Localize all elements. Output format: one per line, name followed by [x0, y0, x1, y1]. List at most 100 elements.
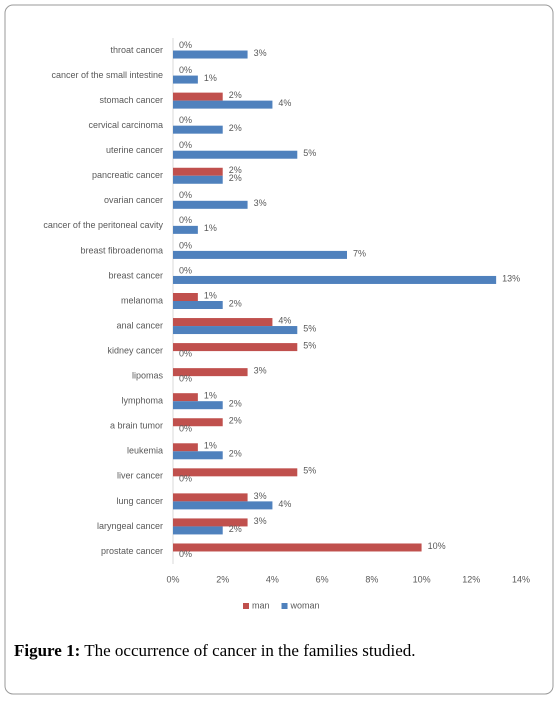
- data-label: 4%: [278, 499, 291, 509]
- bar: [173, 401, 223, 410]
- x-tick-label: 4%: [266, 574, 279, 584]
- y-tick-label: stomach cancer: [99, 95, 163, 105]
- data-label: 5%: [303, 148, 316, 158]
- bar: [173, 343, 298, 352]
- data-label: 13%: [502, 273, 520, 283]
- bar: [173, 493, 248, 502]
- y-tick-label: leukemia: [127, 446, 163, 456]
- bar: [173, 418, 223, 427]
- data-label: 4%: [278, 98, 291, 108]
- y-tick-label: lipomas: [132, 371, 164, 381]
- legend-label: woman: [290, 600, 320, 610]
- bar: [173, 125, 223, 134]
- y-tick-label: kidney cancer: [107, 345, 163, 355]
- y-tick-label: lung cancer: [116, 496, 163, 506]
- bar: [173, 92, 223, 101]
- data-label: 1%: [204, 290, 217, 300]
- bar: [173, 275, 497, 284]
- data-label: 4%: [278, 315, 291, 325]
- bar: [173, 468, 298, 477]
- data-label: 2%: [229, 165, 242, 175]
- data-label: 1%: [204, 223, 217, 233]
- bar: [173, 75, 198, 84]
- data-label: 0%: [179, 474, 192, 484]
- bar: [173, 50, 248, 59]
- bar: [173, 368, 248, 377]
- x-tick-label: 0%: [166, 574, 179, 584]
- bar: [173, 518, 248, 527]
- y-tick-label: ovarian cancer: [104, 195, 163, 205]
- y-tick-label: liver cancer: [117, 471, 163, 481]
- y-tick-label: uterine cancer: [106, 145, 163, 155]
- data-label: 0%: [179, 215, 192, 225]
- data-label: 0%: [179, 190, 192, 200]
- bar: [173, 175, 223, 184]
- caption-label: Figure 1:: [14, 641, 80, 660]
- data-label: 1%: [204, 73, 217, 83]
- data-label: 5%: [303, 466, 316, 476]
- bar: [173, 443, 198, 452]
- y-tick-label: throat cancer: [110, 45, 163, 55]
- data-label: 3%: [254, 198, 267, 208]
- bar: [173, 451, 223, 460]
- data-label: 0%: [179, 265, 192, 275]
- y-tick-label: lymphoma: [121, 396, 163, 406]
- data-label: 3%: [254, 366, 267, 376]
- data-label: 1%: [204, 441, 217, 451]
- data-label: 3%: [254, 48, 267, 58]
- y-tick-label: breast fibroadenoma: [80, 245, 163, 255]
- caption: Figure 1: The occurrence of cancer in th…: [14, 641, 416, 660]
- data-label: 3%: [254, 516, 267, 526]
- y-tick-label: breast cancer: [108, 270, 163, 280]
- data-label: 7%: [353, 248, 366, 258]
- x-tick-label: 10%: [413, 574, 431, 584]
- bar: [173, 225, 198, 234]
- x-tick-label: 6%: [316, 574, 329, 584]
- bar: [173, 250, 347, 259]
- data-label: 0%: [179, 549, 192, 559]
- y-tick-label: a brain tumor: [110, 421, 163, 431]
- bar: [173, 326, 298, 335]
- data-label: 2%: [229, 90, 242, 100]
- legend-label: man: [252, 600, 270, 610]
- bar: [173, 100, 273, 109]
- bar: [173, 301, 223, 309]
- data-label: 2%: [229, 449, 242, 459]
- data-label: 0%: [179, 65, 192, 75]
- y-tick-label: anal cancer: [116, 320, 163, 330]
- data-label: 2%: [229, 173, 242, 183]
- bar: [173, 393, 198, 402]
- y-tick-label: prostate cancer: [101, 546, 163, 556]
- bar: [173, 526, 223, 535]
- data-label: 2%: [229, 416, 242, 426]
- data-label: 0%: [179, 348, 192, 358]
- data-label: 1%: [204, 391, 217, 401]
- bar: [173, 200, 248, 209]
- data-label: 10%: [428, 541, 446, 551]
- bar: [173, 318, 273, 327]
- x-tick-label: 2%: [216, 574, 229, 584]
- data-label: 2%: [229, 123, 242, 133]
- x-tick-label: 8%: [365, 574, 378, 584]
- bar: [173, 293, 198, 301]
- bar: [173, 150, 298, 159]
- x-tick-label: 14%: [512, 574, 530, 584]
- bar: [173, 167, 223, 176]
- y-tick-label: pancreatic cancer: [92, 170, 163, 180]
- bar: [173, 501, 273, 510]
- data-label: 3%: [254, 491, 267, 501]
- data-label: 5%: [303, 340, 316, 350]
- data-label: 0%: [179, 424, 192, 434]
- y-tick-label: cancer of the small intestine: [51, 70, 163, 80]
- data-label: 2%: [229, 298, 242, 308]
- x-tick-label: 12%: [462, 574, 480, 584]
- data-label: 0%: [179, 240, 192, 250]
- y-tick-label: cancer of the peritoneal cavity: [43, 220, 163, 230]
- legend-swatch: [281, 603, 288, 609]
- y-tick-label: melanoma: [121, 295, 163, 305]
- data-label: 0%: [179, 115, 192, 125]
- data-label: 0%: [179, 374, 192, 384]
- data-label: 5%: [303, 323, 316, 333]
